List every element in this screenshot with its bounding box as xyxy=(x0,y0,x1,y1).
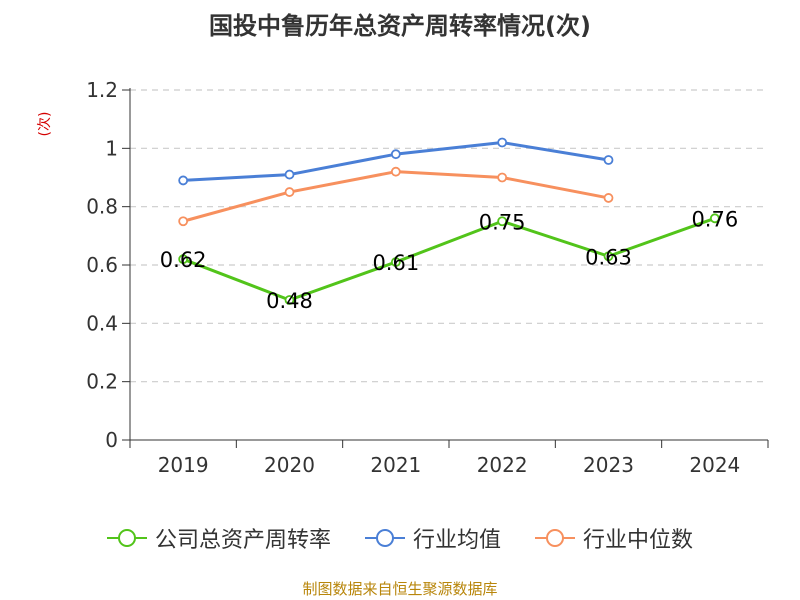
data-point xyxy=(497,137,508,148)
data-point xyxy=(603,193,614,203)
legend-marker-industry-mean xyxy=(364,529,405,547)
y-tick-label: 1.2 xyxy=(86,78,118,102)
x-tick-label: 2020 xyxy=(264,453,315,477)
data-point xyxy=(497,216,508,227)
data-point xyxy=(178,216,189,227)
source-note: 制图数据来自恒生聚源数据库 xyxy=(302,580,498,598)
data-point xyxy=(709,213,720,224)
legend-marker-company xyxy=(106,529,147,547)
legend-label-industry-median: 行业中位数 xyxy=(583,528,694,553)
legend: 公司总资产周转率 行业均值 行业中位数 xyxy=(0,520,800,556)
data-label: 0.62 xyxy=(160,248,207,272)
y-tick-label: 0.2 xyxy=(86,370,118,394)
data-point xyxy=(284,295,295,305)
y-tick-label: 0.6 xyxy=(86,253,118,277)
x-tick-label: 2021 xyxy=(370,453,421,477)
legend-item-industry-mean[interactable]: 行业均值 xyxy=(364,522,501,554)
series-line xyxy=(182,170,609,223)
data-label: 0.76 xyxy=(691,207,738,231)
data-point xyxy=(284,187,295,197)
data-label: 0.63 xyxy=(585,245,632,269)
y-tick-label: 0.8 xyxy=(86,195,118,219)
data-point xyxy=(390,149,401,160)
chart-title: 国投中鲁历年总资产周转率情况(次) xyxy=(209,12,591,40)
data-point xyxy=(284,169,295,180)
x-tick-label: 2024 xyxy=(689,453,740,477)
data-label: 0.48 xyxy=(266,289,313,313)
data-point xyxy=(603,251,614,262)
data-point xyxy=(390,166,401,177)
x-tick-label: 2022 xyxy=(477,453,528,477)
data-label: 0.75 xyxy=(479,210,526,234)
legend-label-company: 公司总资产周转率 xyxy=(154,528,331,553)
y-tick-label: 0.4 xyxy=(86,311,118,335)
data-point xyxy=(390,257,401,267)
data-point xyxy=(497,172,508,183)
legend-marker-industry-median xyxy=(535,529,575,547)
x-tick-label: 2019 xyxy=(158,453,209,477)
legend-item-company[interactable]: 公司总资产周转率 xyxy=(106,522,331,554)
data-point xyxy=(603,155,614,165)
series-line xyxy=(182,216,716,302)
legend-item-industry-median[interactable]: 行业中位数 xyxy=(535,522,693,554)
data-point xyxy=(178,254,189,265)
y-tick-label: 0 xyxy=(105,428,118,452)
legend-label-industry-mean: 行业均值 xyxy=(412,528,501,553)
y-tick-label: 1 xyxy=(105,136,118,160)
x-tick-label: 2023 xyxy=(583,453,634,477)
data-point xyxy=(178,175,189,186)
data-label: 0.61 xyxy=(372,251,419,275)
